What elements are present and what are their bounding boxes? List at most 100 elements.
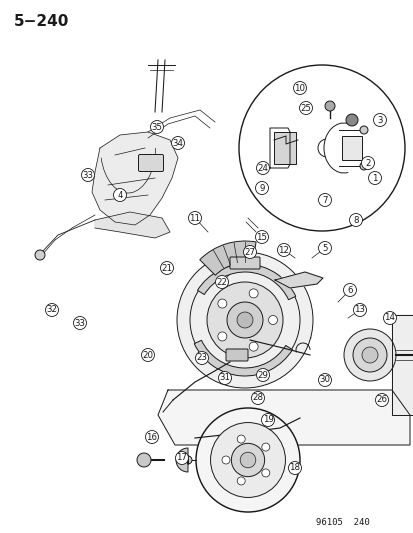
Circle shape (217, 299, 226, 308)
Text: 25: 25 (300, 103, 311, 112)
Circle shape (217, 332, 226, 341)
Circle shape (218, 372, 231, 384)
Text: 34: 34 (172, 139, 183, 148)
FancyBboxPatch shape (138, 155, 163, 172)
Circle shape (343, 329, 395, 381)
Wedge shape (199, 241, 256, 276)
FancyBboxPatch shape (273, 132, 295, 164)
Circle shape (268, 316, 277, 325)
Circle shape (293, 82, 306, 94)
Text: 27: 27 (244, 247, 255, 256)
Text: 30: 30 (319, 376, 330, 384)
Circle shape (256, 161, 269, 174)
Circle shape (237, 477, 244, 485)
Circle shape (160, 262, 173, 274)
Circle shape (255, 182, 268, 195)
Circle shape (375, 393, 387, 407)
Circle shape (299, 101, 312, 115)
Circle shape (231, 443, 264, 477)
Circle shape (318, 374, 331, 386)
Text: 26: 26 (375, 395, 387, 405)
Text: 19: 19 (262, 416, 273, 424)
Circle shape (237, 435, 244, 443)
Circle shape (361, 347, 377, 363)
Circle shape (277, 244, 290, 256)
Circle shape (353, 303, 366, 317)
Circle shape (238, 65, 404, 231)
Circle shape (359, 126, 367, 134)
Circle shape (382, 311, 396, 325)
Polygon shape (92, 132, 178, 225)
Circle shape (195, 351, 208, 365)
Text: 32: 32 (46, 305, 57, 314)
Circle shape (251, 392, 264, 405)
Polygon shape (158, 390, 409, 445)
Text: 23: 23 (196, 353, 207, 362)
Text: 13: 13 (354, 305, 365, 314)
Circle shape (81, 168, 94, 182)
Text: 28: 28 (252, 393, 263, 402)
Text: 5: 5 (321, 244, 327, 253)
Text: 7: 7 (321, 196, 327, 205)
Circle shape (74, 317, 86, 329)
Circle shape (288, 462, 301, 474)
Text: 24: 24 (257, 164, 268, 173)
Circle shape (361, 157, 374, 169)
Circle shape (137, 453, 151, 467)
Circle shape (150, 120, 163, 133)
Circle shape (343, 284, 356, 296)
Text: 6: 6 (347, 286, 352, 295)
Text: 14: 14 (384, 313, 394, 322)
Wedge shape (194, 340, 292, 376)
Circle shape (243, 246, 256, 259)
Text: 33: 33 (74, 319, 85, 327)
Text: 2: 2 (364, 158, 370, 167)
Wedge shape (197, 264, 295, 300)
Text: 4: 4 (117, 190, 122, 199)
FancyBboxPatch shape (225, 349, 247, 361)
Text: 35: 35 (151, 123, 162, 132)
Polygon shape (274, 272, 322, 288)
Circle shape (171, 136, 184, 149)
Circle shape (255, 230, 268, 244)
Circle shape (141, 349, 154, 361)
Circle shape (145, 431, 158, 443)
Text: 1: 1 (371, 174, 377, 182)
Circle shape (221, 456, 230, 464)
Circle shape (210, 423, 285, 497)
Circle shape (373, 114, 386, 126)
Text: 12: 12 (278, 246, 289, 254)
Text: 20: 20 (142, 351, 153, 359)
Text: 18: 18 (289, 464, 300, 472)
Text: 5−240: 5−240 (14, 14, 69, 29)
Circle shape (226, 302, 262, 338)
Text: 3: 3 (376, 116, 382, 125)
Text: 96105  240: 96105 240 (315, 518, 369, 527)
Circle shape (240, 452, 255, 468)
Circle shape (345, 114, 357, 126)
Circle shape (45, 303, 58, 317)
Text: 16: 16 (146, 432, 157, 441)
Polygon shape (95, 212, 170, 238)
Circle shape (261, 443, 269, 451)
Circle shape (318, 241, 331, 254)
Circle shape (368, 172, 380, 184)
Text: 22: 22 (216, 278, 227, 287)
Circle shape (249, 342, 258, 351)
Circle shape (177, 252, 312, 388)
Circle shape (113, 189, 126, 201)
Text: 8: 8 (352, 215, 358, 224)
Wedge shape (176, 448, 192, 472)
Text: 17: 17 (176, 454, 187, 463)
Circle shape (236, 312, 252, 328)
Text: 29: 29 (257, 370, 268, 379)
Bar (341, 136, 361, 160)
Circle shape (35, 250, 45, 260)
Circle shape (249, 289, 258, 298)
Text: 10: 10 (294, 84, 305, 93)
Text: 31: 31 (219, 374, 230, 383)
Text: 9: 9 (259, 183, 264, 192)
Text: 11: 11 (189, 214, 200, 222)
Text: 33: 33 (82, 171, 93, 180)
Circle shape (215, 276, 228, 288)
